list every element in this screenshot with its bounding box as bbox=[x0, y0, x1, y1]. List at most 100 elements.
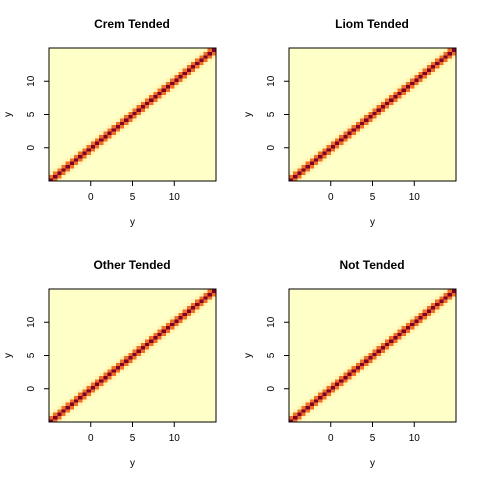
heatmap-cell bbox=[53, 48, 58, 52]
heatmap-cell bbox=[112, 48, 117, 52]
heatmap-cell bbox=[149, 48, 154, 52]
heatmap-cell bbox=[385, 48, 390, 52]
heatmap-cell bbox=[398, 48, 403, 52]
heatmap-cell bbox=[377, 48, 382, 52]
y-tick-label: 0 bbox=[266, 145, 277, 151]
heatmap-cell bbox=[162, 48, 167, 52]
heatmap-cell bbox=[414, 48, 419, 52]
heatmap-cell bbox=[116, 289, 121, 293]
heatmap-cell bbox=[149, 289, 154, 293]
heatmap-cell bbox=[191, 48, 196, 52]
y-tick-label: 10 bbox=[26, 75, 37, 87]
heatmap-cell bbox=[70, 48, 75, 52]
heatmap-cell bbox=[203, 48, 208, 52]
heatmap-cell bbox=[360, 48, 365, 52]
x-tick-label: 10 bbox=[169, 433, 181, 444]
heatmap-cell bbox=[331, 48, 336, 52]
heatmap-cell bbox=[141, 48, 146, 52]
heatmap-cell bbox=[91, 289, 96, 293]
heatmap-cell bbox=[158, 289, 163, 293]
heatmap-cell bbox=[153, 48, 158, 52]
heatmap-cell bbox=[183, 289, 188, 293]
heatmap-cell bbox=[381, 48, 386, 52]
y-axis-label: y bbox=[3, 112, 14, 117]
y-tick-label: 5 bbox=[266, 111, 277, 117]
heatmap-cell bbox=[103, 289, 108, 293]
y-tick-label: 0 bbox=[26, 386, 37, 392]
heatmap-cell bbox=[195, 48, 200, 52]
heatmap-cell bbox=[427, 48, 432, 52]
y-tick-label: 10 bbox=[266, 75, 277, 87]
heatmap-cell bbox=[74, 48, 79, 52]
heatmap-cell bbox=[208, 48, 213, 52]
heatmap-cell bbox=[99, 48, 104, 52]
x-tick-label: 10 bbox=[169, 192, 181, 203]
heatmap-cell bbox=[402, 48, 407, 52]
heatmap-cell bbox=[306, 48, 311, 52]
heatmap-cell bbox=[335, 48, 340, 52]
heatmap-cell bbox=[431, 48, 436, 52]
heatmap-cell bbox=[373, 48, 378, 52]
heatmap-cell bbox=[124, 289, 129, 293]
x-axis-label: y bbox=[370, 217, 375, 228]
heatmap-cell bbox=[187, 289, 192, 293]
heatmap-cell bbox=[352, 48, 357, 52]
heatmap-cell bbox=[133, 48, 138, 52]
heatmap-cell bbox=[91, 48, 96, 52]
heatmap-cell bbox=[70, 289, 75, 293]
heatmap-cell bbox=[62, 289, 67, 293]
chart-title: Other Tended bbox=[93, 258, 170, 272]
heatmap-cell bbox=[435, 48, 440, 52]
heatmap-cell bbox=[120, 289, 125, 293]
heatmap-cell bbox=[174, 48, 179, 52]
heatmap-cell bbox=[178, 289, 183, 293]
heatmap-cell bbox=[162, 289, 167, 293]
heatmap-cell bbox=[293, 289, 298, 293]
heatmap-cell bbox=[57, 48, 62, 52]
heatmap-cell bbox=[448, 48, 453, 52]
heatmap-cell bbox=[191, 289, 196, 293]
heatmap-cell bbox=[145, 289, 150, 293]
heatmap-cell bbox=[74, 289, 79, 293]
heatmap-cell bbox=[208, 289, 213, 293]
heatmap-cell bbox=[347, 48, 352, 52]
heatmap-cell bbox=[339, 48, 344, 52]
heatmap-cell bbox=[128, 289, 133, 293]
heatmap-cell bbox=[66, 289, 71, 293]
heatmap-cell bbox=[170, 48, 175, 52]
y-tick-label: 5 bbox=[26, 111, 37, 117]
heatmap-cell bbox=[406, 48, 411, 52]
x-tick-label: 5 bbox=[370, 192, 376, 203]
heatmap-cell bbox=[49, 289, 54, 293]
heatmap-cell bbox=[78, 289, 83, 293]
heatmap-cell bbox=[82, 289, 87, 293]
heatmap-cell bbox=[53, 289, 58, 293]
y-tick-label: 10 bbox=[26, 316, 37, 328]
chart-title: Crem Tended bbox=[94, 17, 170, 31]
heatmap-cell bbox=[137, 48, 142, 52]
heatmap-cell bbox=[322, 48, 327, 52]
heatmap-cell bbox=[103, 48, 108, 52]
heatmap-cells bbox=[289, 48, 457, 182]
chart-title: Liom Tended bbox=[335, 17, 409, 31]
heatmap-cell bbox=[66, 48, 71, 52]
heatmap-cell bbox=[356, 48, 361, 52]
heatmap-cell bbox=[166, 289, 171, 293]
heatmap-cell bbox=[289, 289, 294, 293]
heatmap-cell bbox=[141, 289, 146, 293]
heatmap-cell bbox=[289, 48, 294, 52]
heatmap-cell bbox=[203, 289, 208, 293]
heatmap-cell bbox=[128, 48, 133, 52]
heatmap-cells bbox=[49, 48, 217, 182]
x-tick-label: 5 bbox=[130, 433, 136, 444]
heatmap-cell bbox=[297, 289, 302, 293]
heatmap-cell bbox=[327, 48, 332, 52]
heatmap-cell bbox=[187, 48, 192, 52]
heatmap-cell bbox=[166, 48, 171, 52]
heatmap-cell bbox=[107, 48, 112, 52]
x-tick-label: 0 bbox=[88, 192, 94, 203]
